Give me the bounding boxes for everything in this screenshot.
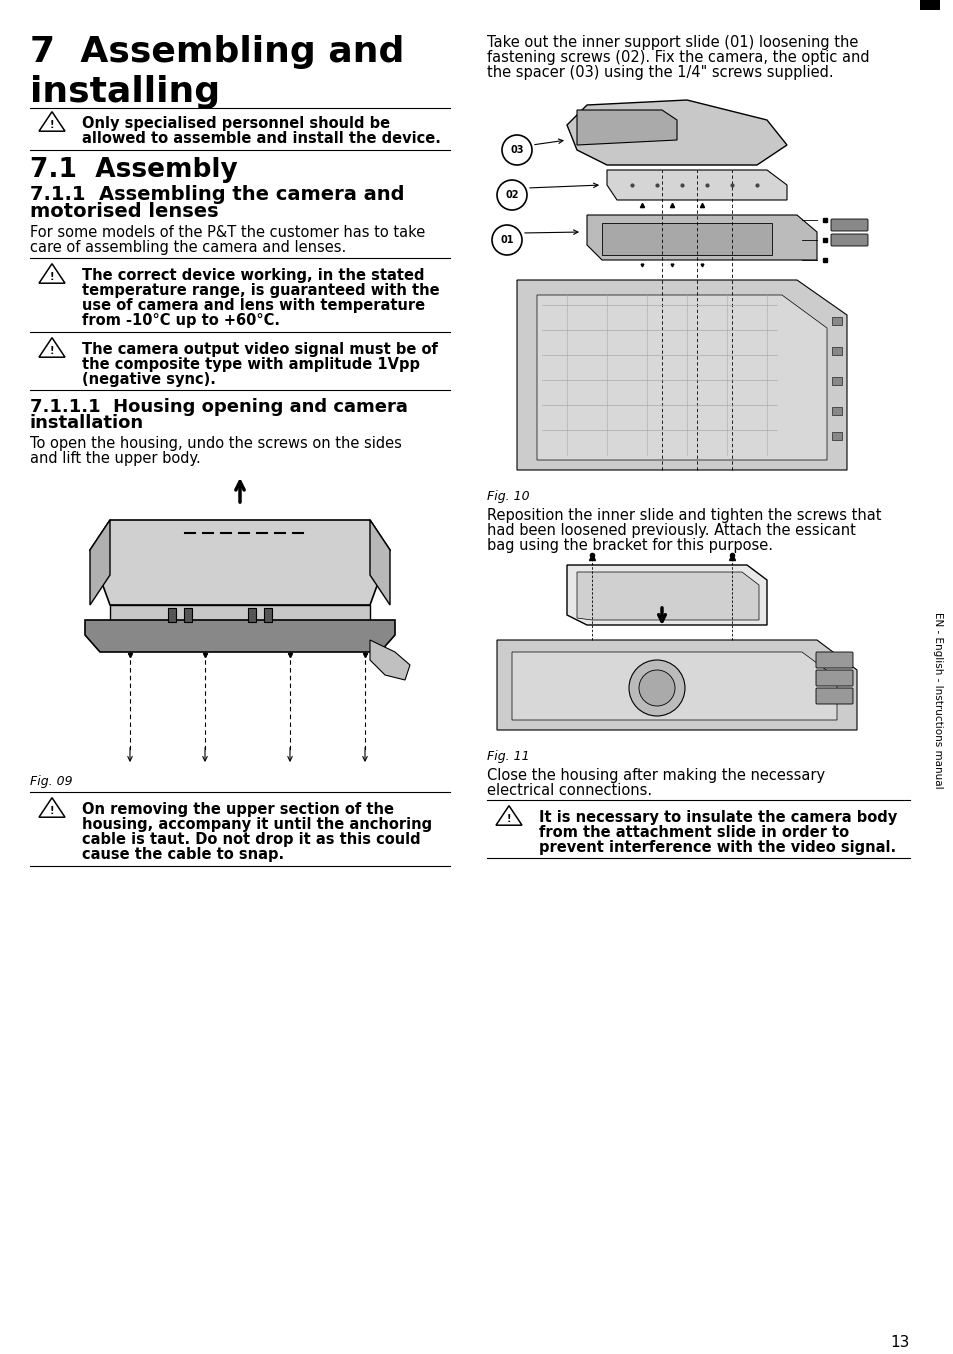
Text: allowed to assemble and install the device.: allowed to assemble and install the devi…	[82, 131, 440, 146]
Text: installing: installing	[30, 74, 220, 110]
Text: It is necessary to insulate the camera body: It is necessary to insulate the camera b…	[538, 810, 897, 825]
FancyBboxPatch shape	[815, 688, 852, 704]
Polygon shape	[517, 280, 846, 470]
Polygon shape	[90, 520, 390, 605]
Bar	[831, 376, 841, 385]
Text: the composite type with amplitude 1Vpp: the composite type with amplitude 1Vpp	[82, 357, 419, 372]
Text: Fig. 11: Fig. 11	[486, 750, 529, 764]
Polygon shape	[168, 608, 175, 621]
Polygon shape	[39, 111, 65, 131]
Text: 13: 13	[890, 1335, 909, 1350]
Text: (negative sync).: (negative sync).	[82, 372, 215, 387]
Polygon shape	[85, 620, 395, 653]
Polygon shape	[370, 640, 410, 680]
Polygon shape	[537, 295, 826, 460]
FancyBboxPatch shape	[815, 670, 852, 686]
Text: !: !	[50, 119, 54, 130]
FancyBboxPatch shape	[601, 223, 771, 255]
Text: electrical connections.: electrical connections.	[486, 783, 652, 798]
Circle shape	[639, 670, 675, 705]
Polygon shape	[586, 215, 816, 260]
Text: !: !	[50, 806, 54, 815]
Text: temperature range, is guaranteed with the: temperature range, is guaranteed with th…	[82, 283, 439, 298]
Polygon shape	[264, 608, 272, 621]
Polygon shape	[39, 337, 65, 357]
Polygon shape	[577, 110, 677, 145]
Bar	[831, 347, 841, 355]
Circle shape	[628, 659, 684, 716]
Polygon shape	[39, 264, 65, 283]
Text: 7.1  Assembly: 7.1 Assembly	[30, 157, 237, 183]
Text: !: !	[50, 345, 54, 356]
Text: from the attachment slide in order to: from the attachment slide in order to	[538, 825, 848, 839]
Text: had been loosened previously. Attach the essicant: had been loosened previously. Attach the…	[486, 523, 855, 538]
Text: For some models of the P&T the customer has to take: For some models of the P&T the customer …	[30, 225, 425, 240]
Text: motorised lenses: motorised lenses	[30, 202, 218, 221]
Text: The correct device working, in the stated: The correct device working, in the state…	[82, 268, 424, 283]
Circle shape	[497, 180, 526, 210]
Text: cable is taut. Do not drop it as this could: cable is taut. Do not drop it as this co…	[82, 831, 420, 848]
Bar	[919, 0, 939, 9]
Text: Only specialised personnel should be: Only specialised personnel should be	[82, 116, 390, 131]
Polygon shape	[566, 100, 786, 165]
Polygon shape	[566, 565, 766, 626]
Text: use of camera and lens with temperature: use of camera and lens with temperature	[82, 298, 425, 313]
Polygon shape	[110, 605, 370, 635]
Text: bag using the bracket for this purpose.: bag using the bracket for this purpose.	[486, 538, 772, 552]
Text: !: !	[50, 272, 54, 282]
Text: Take out the inner support slide (01) loosening the: Take out the inner support slide (01) lo…	[486, 35, 858, 50]
Text: To open the housing, undo the screws on the sides: To open the housing, undo the screws on …	[30, 436, 401, 451]
Text: 7  Assembling and: 7 Assembling and	[30, 35, 404, 69]
Text: and lift the upper body.: and lift the upper body.	[30, 451, 200, 466]
Polygon shape	[512, 653, 836, 720]
Text: !: !	[506, 814, 511, 823]
Polygon shape	[577, 571, 759, 620]
Polygon shape	[90, 520, 110, 605]
Text: cause the cable to snap.: cause the cable to snap.	[82, 848, 284, 862]
Text: Fig. 10: Fig. 10	[486, 490, 529, 502]
Text: Reposition the inner slide and tighten the screws that: Reposition the inner slide and tighten t…	[486, 508, 881, 523]
Polygon shape	[497, 640, 856, 730]
Text: the spacer (03) using the 1/4" screws supplied.: the spacer (03) using the 1/4" screws su…	[486, 65, 833, 80]
Polygon shape	[370, 520, 390, 605]
Text: Fig. 09: Fig. 09	[30, 774, 72, 788]
FancyBboxPatch shape	[815, 653, 852, 668]
Text: The camera output video signal must be of: The camera output video signal must be o…	[82, 343, 437, 357]
Text: housing, accompany it until the anchoring: housing, accompany it until the anchorin…	[82, 816, 432, 831]
Bar	[831, 408, 841, 414]
Text: 7.1.1  Assembling the camera and: 7.1.1 Assembling the camera and	[30, 185, 404, 204]
FancyBboxPatch shape	[830, 219, 867, 232]
Text: 7.1.1.1  Housing opening and camera: 7.1.1.1 Housing opening and camera	[30, 398, 408, 416]
Circle shape	[501, 135, 532, 165]
Text: from -10°C up to +60°C.: from -10°C up to +60°C.	[82, 313, 280, 328]
Text: care of assembling the camera and lenses.: care of assembling the camera and lenses…	[30, 240, 346, 255]
Text: Close the housing after making the necessary: Close the housing after making the neces…	[486, 768, 824, 783]
Polygon shape	[606, 171, 786, 200]
Polygon shape	[184, 608, 192, 621]
Text: EN - English - Instructions manual: EN - English - Instructions manual	[932, 612, 942, 788]
Text: prevent interference with the video signal.: prevent interference with the video sign…	[538, 839, 895, 854]
Text: 03: 03	[510, 145, 523, 154]
Bar	[831, 317, 841, 325]
Text: 01: 01	[499, 236, 514, 245]
Text: On removing the upper section of the: On removing the upper section of the	[82, 802, 394, 816]
Polygon shape	[248, 608, 255, 621]
Polygon shape	[496, 806, 521, 825]
FancyBboxPatch shape	[830, 234, 867, 246]
Text: fastening screws (02). Fix the camera, the optic and: fastening screws (02). Fix the camera, t…	[486, 50, 869, 65]
Polygon shape	[39, 798, 65, 818]
Text: 02: 02	[505, 190, 518, 200]
Circle shape	[492, 225, 521, 255]
Bar	[831, 432, 841, 440]
Text: installation: installation	[30, 414, 144, 432]
